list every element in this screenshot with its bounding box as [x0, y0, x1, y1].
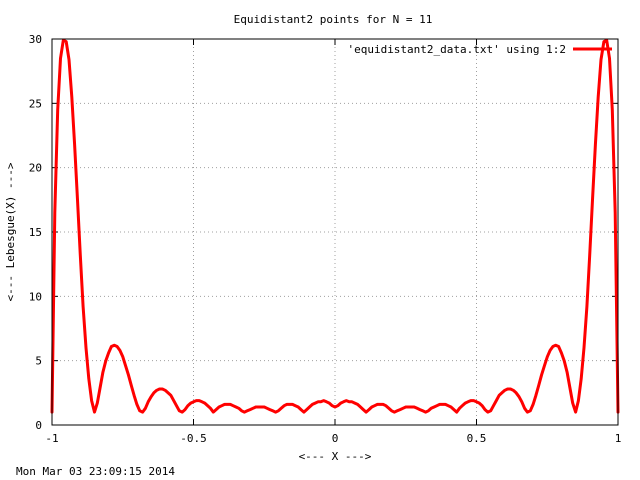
x-tick-labels: -1 -0.5 0 0.5 1: [45, 432, 621, 445]
grid-lines: [52, 39, 618, 425]
chart-title: Equidistant2 points for N = 11: [234, 13, 433, 26]
x-axis-label: <--- X --->: [299, 450, 372, 463]
y-tick-label: 10: [29, 290, 42, 303]
y-axis-label: <--- Lebesgue(X) --->: [4, 162, 17, 301]
x-tick-label: 0.5: [467, 432, 487, 445]
y-tick-label: 30: [29, 33, 42, 46]
x-tick-label: 1: [615, 432, 622, 445]
y-tick-label: 20: [29, 162, 42, 175]
legend: 'equidistant2_data.txt' using 1:2: [347, 43, 612, 56]
x-tick-label: 0: [332, 432, 339, 445]
x-tick-label: -1: [45, 432, 58, 445]
y-tick-labels: 0 5 10 15 20 25 30: [29, 33, 42, 432]
plot-frame: [51, 38, 619, 426]
y-tick-label: 0: [35, 419, 42, 432]
series-line: [50, 38, 620, 414]
footer-timestamp: Mon Mar 03 23:09:15 2014: [16, 465, 175, 478]
y-tick-label: 25: [29, 97, 42, 110]
y-tick-label: 15: [29, 226, 42, 239]
legend-label: 'equidistant2_data.txt' using 1:2: [347, 43, 566, 56]
y-tick-label: 5: [35, 355, 42, 368]
series-layer: [50, 38, 620, 414]
x-tick-label: -0.5: [180, 432, 207, 445]
